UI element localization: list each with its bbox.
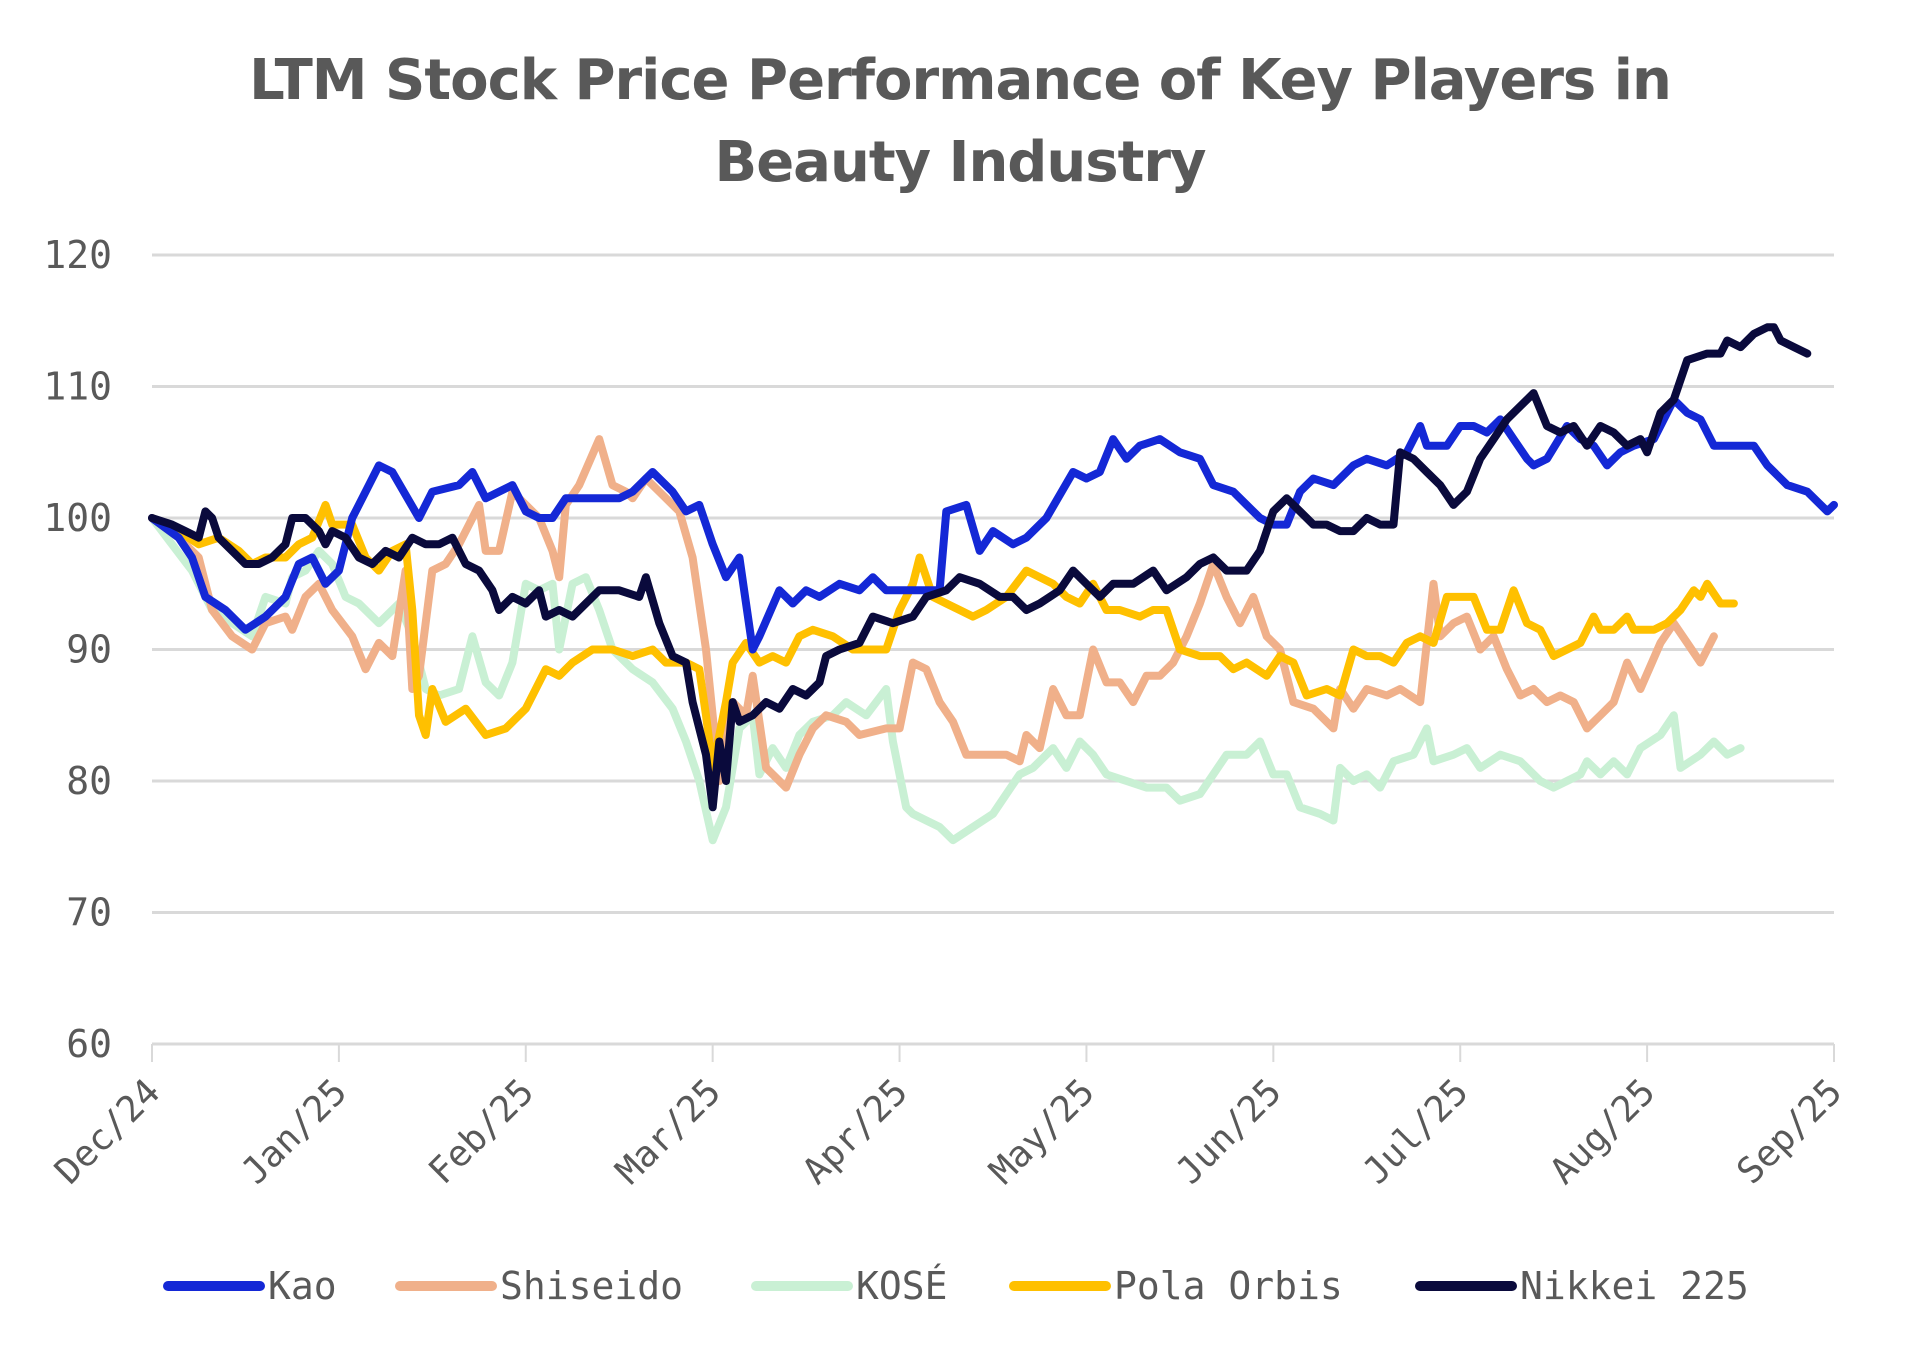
legend-label: KOSÉ — [856, 1264, 948, 1308]
chart-title-line-1: LTM Stock Price Performance of Key Playe… — [249, 48, 1672, 113]
y-tick-label: 60 — [66, 1022, 112, 1066]
x-tick-label: Sep/25 — [1729, 1071, 1850, 1192]
x-tick-label: Jul/25 — [1356, 1071, 1477, 1192]
y-tick-label: 100 — [43, 496, 112, 540]
y-tick-label: 90 — [66, 628, 112, 672]
x-tick-label: Jan/25 — [234, 1071, 355, 1192]
x-tick-label: Dec/24 — [47, 1071, 168, 1192]
series-line-kao — [148, 395, 1838, 654]
series-line-shiseido — [148, 435, 1718, 792]
series-lines — [148, 323, 1838, 845]
series-line-nikkei-225 — [148, 323, 1812, 812]
legend-label: Shiseido — [500, 1264, 683, 1308]
legend-label: Pola Orbis — [1114, 1264, 1343, 1308]
y-tick-label: 120 — [43, 233, 112, 277]
y-tick-label: 80 — [66, 759, 112, 803]
y-axis-ticks: 60 70 80 90 100 110 120 — [43, 233, 112, 1066]
series-line-kos- — [148, 514, 1745, 845]
x-tick-label: Jun/25 — [1169, 1071, 1290, 1192]
x-tick-label: May/25 — [982, 1071, 1103, 1192]
x-tick-label: Feb/25 — [421, 1071, 542, 1192]
x-tick-label: Mar/25 — [608, 1071, 729, 1192]
legend-label: Kao — [268, 1264, 337, 1308]
x-axis-ticks: Dec/24 Jan/25 Feb/25 Mar/25 Apr/25 May/25 Jun/… — [47, 1044, 1850, 1192]
x-tick-label: Aug/25 — [1543, 1071, 1664, 1192]
legend: Kao Shiseido KOSÉ Pola Orbis Nikkei 225 — [163, 1264, 1749, 1308]
y-tick-label: 110 — [43, 365, 112, 409]
gridlines — [152, 253, 1834, 1046]
legend-label: Nikkei 225 — [1520, 1264, 1749, 1308]
x-tick-label: Apr/25 — [795, 1071, 916, 1192]
series-line-pola-orbis — [148, 500, 1738, 772]
chart-title-line-2: Beauty Industry — [714, 130, 1207, 195]
y-tick-label: 70 — [66, 891, 112, 935]
chart-title: LTM Stock Price Performance of Key Playe… — [0, 40, 1920, 204]
